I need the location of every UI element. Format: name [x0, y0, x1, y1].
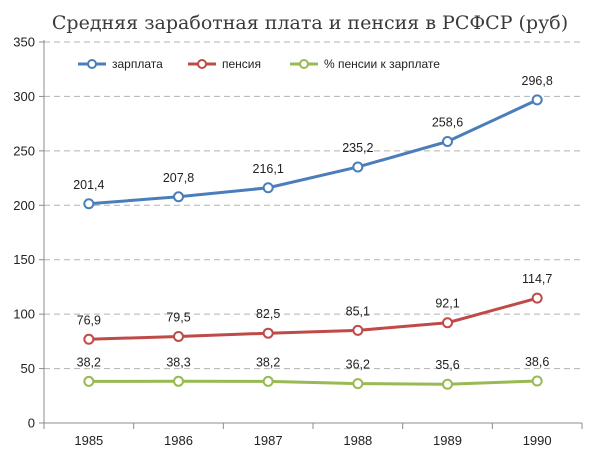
series-layer: 201,4 207,8 216,1 235,2 258,6 296,8 76,9 79,5 82…	[73, 74, 553, 390]
y-tick-label: 100	[13, 307, 35, 322]
data-label: 207,8	[163, 171, 194, 185]
data-point	[262, 375, 274, 387]
y-tick-label: 300	[13, 89, 35, 104]
data-point	[352, 161, 364, 173]
data-point	[173, 191, 184, 203]
legend-swatch-marker	[87, 59, 97, 69]
data-point	[531, 94, 543, 106]
data-label: 35,6	[435, 358, 459, 372]
data-point	[352, 378, 364, 390]
y-tick-label: 350	[13, 35, 35, 50]
y-tick-label: 250	[13, 143, 35, 158]
series-line	[88, 98, 538, 206]
data-label: 38,2	[77, 355, 101, 369]
data-label: 85,1	[346, 304, 370, 318]
data-point	[83, 198, 95, 210]
y-tick-label: 200	[13, 198, 35, 213]
data-label: 79,5	[166, 310, 190, 324]
legend-item-пенсия: пенсия	[188, 57, 261, 71]
series-пенсия: 76,9 79,5 82,5 85,1 92,1 114,7	[77, 272, 552, 345]
x-tick-label: 1985	[74, 433, 103, 448]
series-зарплата: 201,4 207,8 216,1 235,2 258,6 296,8	[73, 74, 553, 210]
y-tick-label: 0	[28, 416, 35, 431]
data-point	[531, 292, 543, 304]
legend-label: % пенсии к зарплате	[324, 57, 440, 71]
series-line	[88, 296, 538, 341]
x-tick-label: 1988	[343, 433, 372, 448]
data-label: 258,6	[432, 115, 463, 129]
data-label: 235,2	[342, 141, 373, 155]
data-point	[442, 378, 453, 390]
legend-label: пенсия	[222, 57, 261, 71]
grid-lines	[44, 41, 582, 370]
data-label: 82,5	[256, 307, 280, 321]
legend-item-зарплата: зарплата	[78, 57, 163, 71]
data-point	[442, 135, 453, 147]
data-point	[262, 327, 274, 339]
data-label: 38,2	[256, 355, 280, 369]
y-tick-label: 50	[21, 361, 35, 376]
data-label: 201,4	[73, 178, 104, 192]
x-tick-label: 1990	[523, 433, 552, 448]
data-label: 38,6	[525, 355, 549, 369]
data-point	[83, 375, 95, 387]
data-point	[173, 330, 184, 342]
legend: зарплата пенсия % пенсии к зарплате	[78, 57, 440, 71]
series-пенсии-к-зарплате: 38,2 38,3 38,2 36,2 35,6 38,6	[77, 355, 549, 390]
data-label: 36,2	[346, 358, 370, 372]
data-point	[173, 375, 184, 387]
data-label: 296,8	[522, 74, 553, 88]
legend-swatch-marker	[299, 59, 309, 69]
data-label: 114,7	[522, 272, 552, 286]
data-label: 92,1	[435, 297, 459, 311]
data-point	[262, 182, 274, 194]
data-label: 76,9	[77, 313, 101, 327]
legend-label: зарплата	[112, 57, 163, 71]
x-tick-label: 1987	[254, 433, 283, 448]
chart-title: Средняя заработная плата и пенсия в РСФС…	[52, 12, 568, 34]
legend-item-пенсии-к-зарплате: % пенсии к зарплате	[290, 57, 440, 71]
data-label: 38,3	[166, 355, 190, 369]
x-tick-label: 1986	[164, 433, 193, 448]
series-line	[88, 379, 538, 386]
axes: 0 50 100 150 200 250 300 350 1985 1986 1987 1988 198…	[13, 35, 583, 448]
x-tick-label: 1989	[433, 433, 462, 448]
legend-swatch-marker	[197, 59, 207, 69]
y-tick-label: 150	[13, 252, 35, 267]
data-point	[442, 317, 453, 329]
data-point	[352, 324, 364, 336]
data-label: 216,1	[253, 162, 284, 176]
data-point	[531, 375, 543, 387]
data-point	[83, 333, 95, 345]
